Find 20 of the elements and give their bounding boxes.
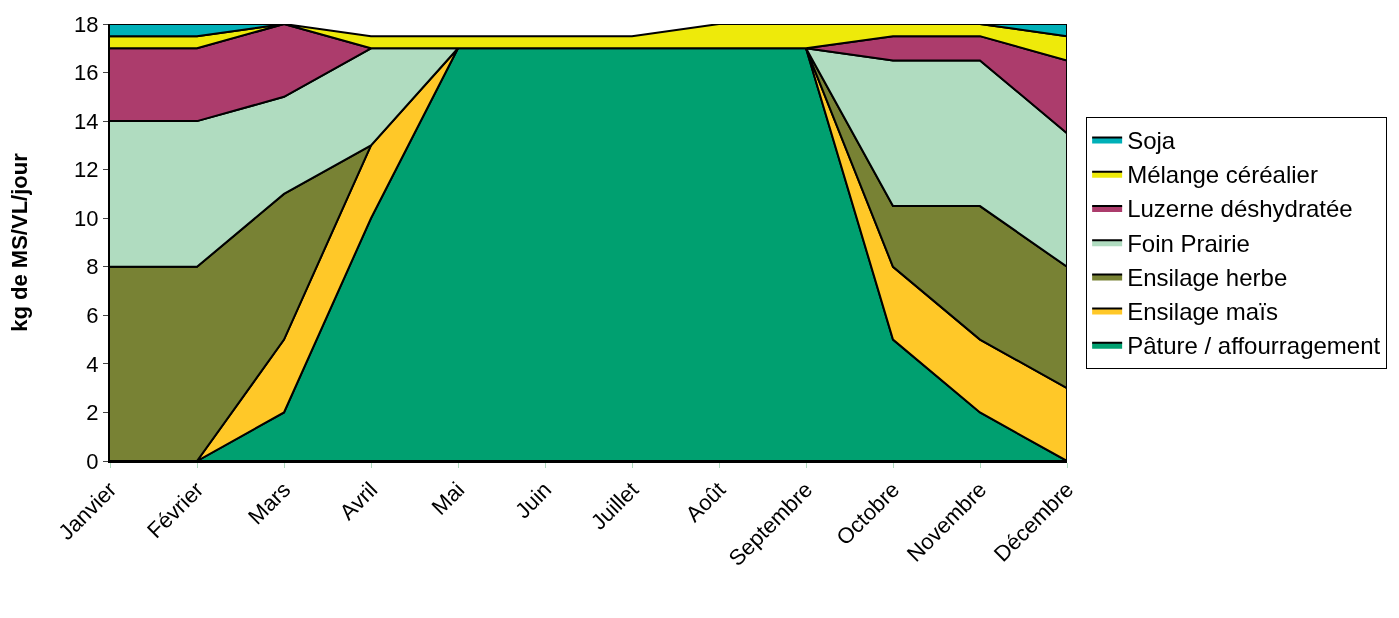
legend-label: Pâture / affourragement: [1127, 332, 1381, 360]
y-tick-label: 0: [86, 448, 99, 474]
legend-label: Ensilage herbe: [1127, 263, 1288, 291]
y-tick-label: 18: [74, 11, 99, 37]
y-tick-label: 10: [74, 205, 99, 231]
x-tick-label: Mai: [426, 477, 470, 520]
y-tick-label: 8: [86, 254, 99, 280]
legend-label: Ensilage maïs: [1127, 297, 1278, 325]
y-tick-label: 14: [74, 108, 99, 134]
y-tick-label: 16: [74, 60, 99, 86]
legend-label: Foin Prairie: [1127, 229, 1250, 257]
y-tick-label: 12: [74, 157, 99, 183]
y-tick-label: 4: [86, 351, 99, 377]
y-tick-label: 6: [86, 303, 99, 329]
legend-label: Soja: [1127, 126, 1176, 154]
legend-label: Mélange céréalier: [1127, 161, 1318, 189]
y-axis-title: kg de MS/VL/jour: [7, 152, 33, 332]
x-tick-label: Juin: [510, 477, 557, 524]
legend-label: Luzerne déshydratée: [1127, 195, 1353, 223]
y-tick-label: 2: [86, 400, 99, 426]
